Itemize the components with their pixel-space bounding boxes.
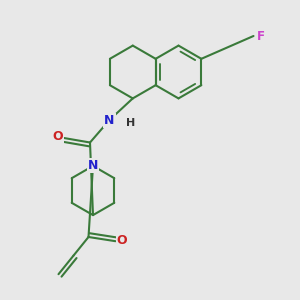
Text: H: H [126, 118, 135, 128]
Text: N: N [88, 159, 98, 172]
Text: O: O [117, 234, 128, 247]
Text: F: F [257, 29, 265, 43]
Text: O: O [52, 130, 63, 143]
Text: N: N [104, 113, 115, 127]
